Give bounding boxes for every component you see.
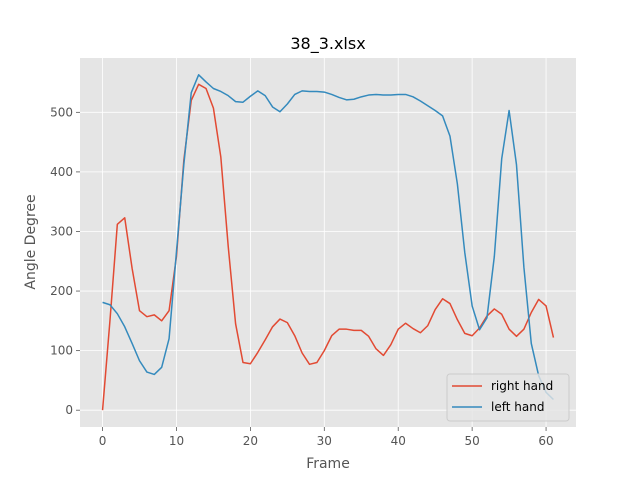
series-line-left-hand xyxy=(102,74,554,401)
x-tick-label: 60 xyxy=(538,434,553,448)
y-tick-label: 500 xyxy=(50,105,73,119)
y-tick-label: 100 xyxy=(50,344,73,358)
legend-label-left-hand: left hand xyxy=(491,400,544,414)
axis-ticks: 0 10 20 30 40 50 60 0 100 200 300 400 500 xyxy=(50,105,554,448)
x-tick-label: 40 xyxy=(391,434,406,448)
x-tick-label: 50 xyxy=(465,434,480,448)
plot-area xyxy=(80,58,576,427)
legend-label-right-hand: right hand xyxy=(491,379,553,393)
x-tick-label: 10 xyxy=(169,434,184,448)
chart-title: 38_3.xlsx xyxy=(290,34,365,54)
y-tick-label: 0 xyxy=(65,403,73,417)
y-tick-label: 300 xyxy=(50,224,73,238)
x-axis-label: Frame xyxy=(306,456,350,472)
x-tick-label: 30 xyxy=(317,434,332,448)
legend: right hand left hand xyxy=(446,373,570,422)
grid xyxy=(80,58,576,427)
y-tick-label: 200 xyxy=(50,284,73,298)
y-tick-label: 400 xyxy=(50,165,73,179)
x-tick-label: 0 xyxy=(99,434,107,448)
series-lines xyxy=(101,74,555,411)
x-tick-label: 20 xyxy=(243,434,258,448)
y-axis-label: Angle Degree xyxy=(23,194,39,289)
